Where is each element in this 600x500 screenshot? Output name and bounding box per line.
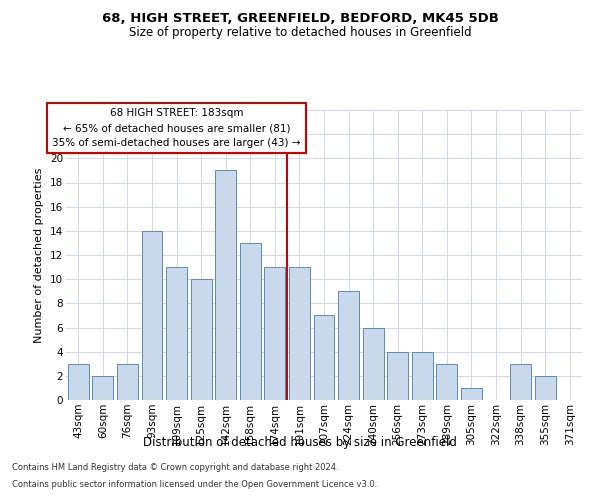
Bar [166, 267, 187, 400]
Bar [68, 364, 89, 400]
Bar [387, 352, 408, 400]
Bar [314, 316, 334, 400]
Bar [461, 388, 482, 400]
Bar [92, 376, 113, 400]
Bar [436, 364, 457, 400]
Text: 68 HIGH STREET: 183sqm
← 65% of detached houses are smaller (81)
35% of semi-det: 68 HIGH STREET: 183sqm ← 65% of detached… [52, 108, 301, 148]
Bar [215, 170, 236, 400]
Bar [412, 352, 433, 400]
Text: Distribution of detached houses by size in Greenfield: Distribution of detached houses by size … [143, 436, 457, 449]
Bar [338, 291, 359, 400]
Text: Size of property relative to detached houses in Greenfield: Size of property relative to detached ho… [128, 26, 472, 39]
Text: 68, HIGH STREET, GREENFIELD, BEDFORD, MK45 5DB: 68, HIGH STREET, GREENFIELD, BEDFORD, MK… [101, 12, 499, 26]
Y-axis label: Number of detached properties: Number of detached properties [34, 168, 44, 342]
Bar [510, 364, 531, 400]
Text: Contains public sector information licensed under the Open Government Licence v3: Contains public sector information licen… [12, 480, 377, 489]
Bar [117, 364, 138, 400]
Text: Contains HM Land Registry data © Crown copyright and database right 2024.: Contains HM Land Registry data © Crown c… [12, 464, 338, 472]
Bar [240, 243, 261, 400]
Bar [142, 231, 163, 400]
Bar [289, 267, 310, 400]
Bar [265, 267, 286, 400]
Bar [191, 279, 212, 400]
Bar [535, 376, 556, 400]
Bar [362, 328, 383, 400]
